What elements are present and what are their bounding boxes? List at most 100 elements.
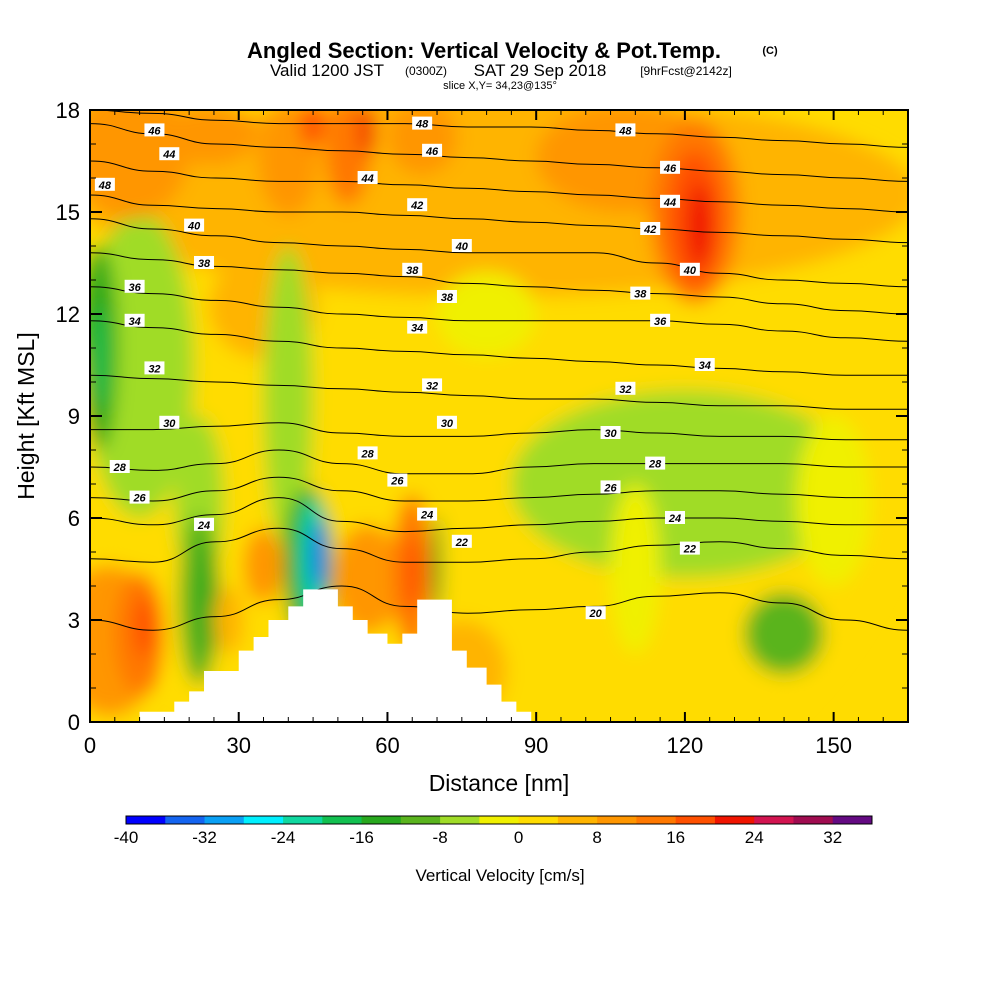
velocity-region [635,433,814,569]
contour-label-box [144,123,165,137]
velocity-region [610,484,661,654]
forecast-info: [9hrFcst@2142z] [640,64,732,78]
velocity-region [92,307,108,410]
chart-title: Angled Section: Vertical Velocity & Pot.… [247,38,721,63]
contour-label-box [124,313,145,327]
contour-label: 30 [163,418,176,430]
contour-label: 46 [425,146,439,158]
contour-label: 22 [455,537,468,549]
x-tick-label: 150 [815,733,852,758]
contour-label: 28 [113,462,127,474]
y-tick-label: 6 [68,506,80,531]
contour-label: 26 [390,476,404,488]
contour-label: 30 [604,428,617,440]
colorbar-segment [714,816,755,824]
velocity-region [300,110,326,148]
plot-area: 4644484038363432302826244846444240383834… [90,110,908,722]
contour-label-box [650,313,671,327]
contour-label-box [184,218,205,232]
x-tick-label: 90 [524,733,548,758]
contour-label-box [194,517,215,531]
contour-label: 26 [603,482,617,494]
velocity-region [387,110,457,175]
contour-label-box [451,239,472,252]
theta-contour-42 [90,194,908,244]
contour-label-box [357,446,378,460]
theta-contour-24 [90,497,908,533]
colorbar-segment [518,816,559,824]
contour-label-box [194,256,215,269]
contour-label: 20 [589,608,603,620]
velocity-region [90,212,195,518]
colorbar-tick-label: 16 [666,828,685,847]
contour-label: 28 [360,448,374,460]
colorbar-segment [440,816,480,824]
colorbar-label: Vertical Velocity [cm/s] [415,866,584,885]
theta-contour-46 [90,123,908,182]
y-tick-label: 18 [56,98,80,123]
colorbar-tick-label: -32 [192,828,217,847]
contour-label-box [600,480,621,494]
valid-date: SAT 29 Sep 2018 [474,61,607,80]
contour-label: 46 [147,125,161,137]
contour-label-box [694,358,715,371]
theta-contour-30 [90,422,908,441]
contour-label: 48 [415,119,429,131]
theta-contour-44 [90,160,908,213]
colorbar-segment [283,816,323,824]
contour-label: 42 [643,224,656,236]
contour-label-box [159,147,180,161]
contour-label: 40 [683,265,697,277]
colorbar-segment [636,816,677,824]
contour-label-box [94,177,115,191]
contour-label-box [407,198,428,212]
colorbar-segment [165,816,206,824]
contour-label: 38 [198,258,211,270]
y-tick-label: 0 [68,710,80,735]
contour-label: 38 [441,292,454,304]
contour-label: 26 [132,493,146,505]
contour-label: 36 [654,316,667,328]
x-tick-label: 60 [375,733,399,758]
contour-label-box [387,473,408,487]
contour-label: 22 [683,544,696,556]
colorbar-tick-label: -16 [349,828,374,847]
colorbar-tick-label: -24 [271,828,296,847]
colorbar-tick-label: 32 [823,828,842,847]
colorbar-segment [597,816,637,824]
contour-label: 44 [162,149,175,161]
colorbar-tick-label: 8 [592,828,601,847]
colorbar-tick-label: -40 [114,828,139,847]
contour-label: 30 [441,418,454,430]
contour-label-box [436,415,457,429]
contour-label: 46 [663,163,677,175]
contour-label: 36 [128,282,141,294]
colorbar-frame [125,815,873,825]
contour-label-box [124,279,145,293]
colorbar-segment [675,816,716,824]
colorbar-tick-label: -8 [433,828,448,847]
colorbar-segment [832,816,873,824]
contour-label-box [660,194,681,208]
theta-contour-36 [90,286,908,342]
contour-label-box [600,426,621,439]
contour-label-box [615,123,636,137]
contour-label: 38 [634,289,647,301]
theta-contour-20 [90,585,908,631]
theta-contour-40 [90,218,908,288]
velocity-region [744,592,824,675]
contour-label-box [109,460,130,473]
contour-label-box [402,262,423,276]
y-tick-label: 9 [68,404,80,429]
terrain [90,589,908,722]
colorbar-segment [361,816,402,824]
theta-contour-38 [90,252,908,315]
contour-label: 24 [420,510,433,522]
contour-label: 24 [668,513,681,525]
theta-contour-26 [90,476,908,502]
velocity-region [310,518,326,593]
contour-label: 40 [187,221,201,233]
contour-label: 38 [406,265,419,277]
